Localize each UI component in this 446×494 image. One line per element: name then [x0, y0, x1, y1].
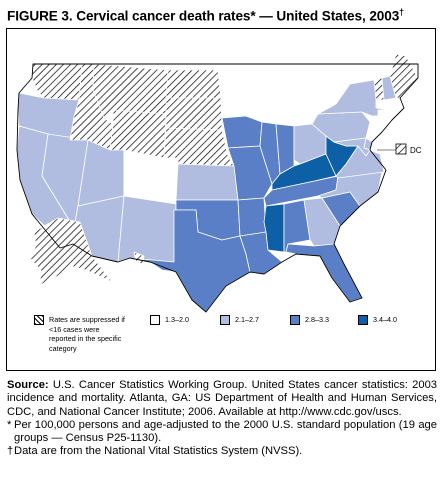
state-fl: [285, 243, 363, 303]
legend-label-c2: 2.1–2.7: [235, 315, 259, 324]
footnote-asterisk: * Per 100,000 persons and age-adjusted to…: [7, 418, 437, 445]
legend-c1: 1.3–2.0: [150, 315, 189, 325]
state-mt: [92, 63, 169, 119]
dc-box: [395, 143, 407, 155]
source-citation: Source: U.S. Cancer Statistics Working G…: [7, 379, 438, 418]
state-ks: [175, 163, 239, 201]
state-me: [389, 53, 419, 99]
legend-c4: 3.4–4.0: [358, 315, 397, 325]
state-wa: [31, 63, 83, 101]
state-nd: [165, 69, 222, 99]
state-sd: [165, 97, 223, 131]
legend-swatch-c4: [358, 315, 368, 325]
legend-label-c1: 1.3–2.0: [165, 315, 189, 324]
state-nm: [117, 195, 177, 263]
source-notes: Source: U.S. Cancer Statistics Working G…: [7, 379, 437, 459]
dc-label: DC: [410, 146, 422, 155]
state-md: [333, 137, 371, 157]
state-ak: [29, 217, 113, 287]
legend-label-c4: 3.4–4.0: [373, 315, 397, 324]
legend-c3: 2.8–3.3: [290, 315, 329, 325]
legend-swatch-c3: [290, 315, 300, 325]
state-mi: [253, 83, 297, 129]
figure-title: FIGURE 3. Cervical cancer death rates* —…: [7, 7, 405, 24]
footnote-dagger: † Data are from the National Vital Statis…: [7, 445, 303, 458]
title-footnote-mark: †: [399, 7, 405, 17]
legend-swatch-c1: [150, 315, 160, 325]
state-ar: [237, 197, 267, 237]
state-ct: [377, 109, 391, 121]
legend-swatch-suppressed: [34, 315, 44, 325]
legend-label-c3: 2.8–3.3: [305, 315, 329, 324]
state-ia: [221, 115, 263, 149]
legend-suppressed: Rates are suppressed if <16 cases were r…: [34, 315, 127, 353]
legend-c2: 2.1–2.7: [220, 315, 259, 325]
legend-swatch-c2: [220, 315, 230, 325]
map-frame: [6, 28, 436, 371]
legend-label-suppressed: Rates are suppressed if <16 cases were r…: [49, 315, 125, 353]
